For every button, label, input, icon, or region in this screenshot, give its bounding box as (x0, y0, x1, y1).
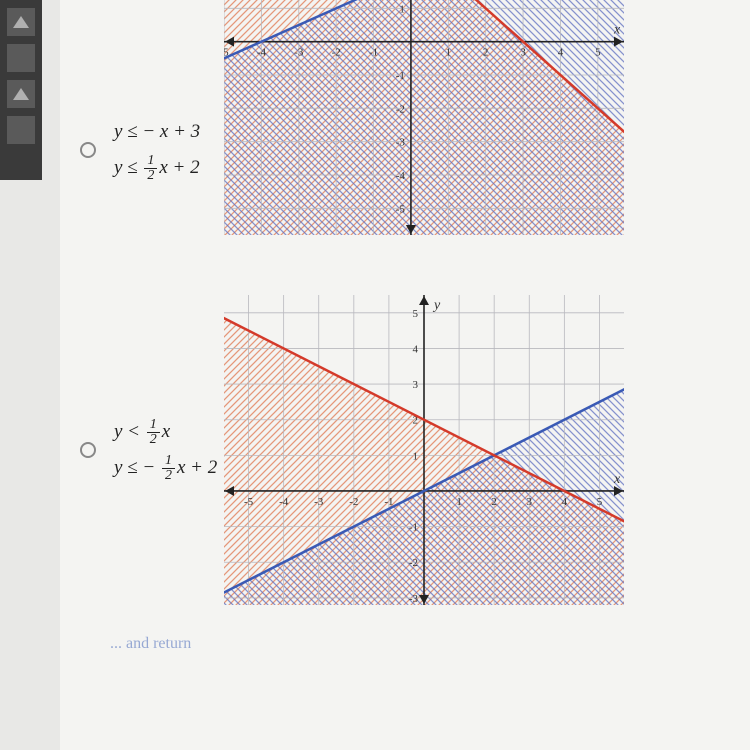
svg-text:-5: -5 (396, 203, 406, 215)
radio-option-2[interactable] (80, 442, 96, 458)
graph-2: -5-4-3-2-112345-3-2-112345xy (224, 295, 624, 605)
svg-text:1: 1 (456, 496, 462, 508)
svg-text:-4: -4 (396, 170, 406, 182)
svg-text:4: 4 (413, 343, 419, 355)
svg-text:-3: -3 (396, 137, 406, 149)
svg-text:y: y (432, 298, 441, 313)
svg-text:5: 5 (595, 47, 601, 59)
fraction: 12 (162, 454, 175, 483)
svg-text:-2: -2 (349, 496, 358, 508)
svg-text:-1: -1 (396, 70, 405, 82)
option-1: y ≤ − x + 3 y ≤ 12x + 2 -5-4-3-2-112345-… (80, 65, 730, 235)
svg-text:5: 5 (413, 308, 419, 320)
option-2: y < 12x y ≤ − 12x + 2 -5-4-3-2-112345-3-… (80, 295, 730, 605)
tool-icon[interactable] (7, 80, 35, 108)
svg-text:3: 3 (413, 379, 419, 391)
svg-text:-2: -2 (396, 103, 405, 115)
svg-text:x: x (613, 472, 621, 487)
svg-text:-4: -4 (257, 47, 267, 59)
footer-text: ... and return (110, 635, 730, 653)
svg-text:3: 3 (520, 47, 526, 59)
svg-text:-3: -3 (294, 47, 304, 59)
svg-text:4: 4 (558, 47, 564, 59)
fraction: 12 (144, 154, 157, 183)
svg-text:-3: -3 (314, 496, 324, 508)
fraction: 12 (147, 418, 160, 447)
svg-text:2: 2 (491, 496, 497, 508)
svg-text:3: 3 (527, 496, 533, 508)
tool-icon[interactable] (7, 44, 35, 72)
radio-option-1[interactable] (80, 142, 96, 158)
content-area: y ≤ − x + 3 y ≤ 12x + 2 -5-4-3-2-112345-… (60, 0, 750, 750)
tool-icon[interactable] (7, 116, 35, 144)
toolbar-sidebar (0, 0, 42, 180)
svg-text:4: 4 (562, 496, 568, 508)
svg-text:1: 1 (446, 47, 452, 59)
graph-1: -5-4-3-2-112345-5-4-3-2-1123xy (224, 0, 624, 235)
svg-text:2: 2 (483, 47, 489, 59)
svg-text:-2: -2 (332, 47, 341, 59)
svg-text:x: x (613, 23, 621, 38)
svg-text:-4: -4 (279, 496, 289, 508)
svg-text:1: 1 (399, 3, 405, 15)
svg-text:-2: -2 (409, 557, 418, 569)
svg-text:-1: -1 (409, 522, 418, 534)
tool-icon[interactable] (7, 8, 35, 36)
svg-text:-1: -1 (369, 47, 378, 59)
svg-text:-3: -3 (409, 593, 419, 605)
svg-text:5: 5 (597, 496, 603, 508)
svg-text:1: 1 (413, 450, 419, 462)
svg-text:-5: -5 (244, 496, 254, 508)
